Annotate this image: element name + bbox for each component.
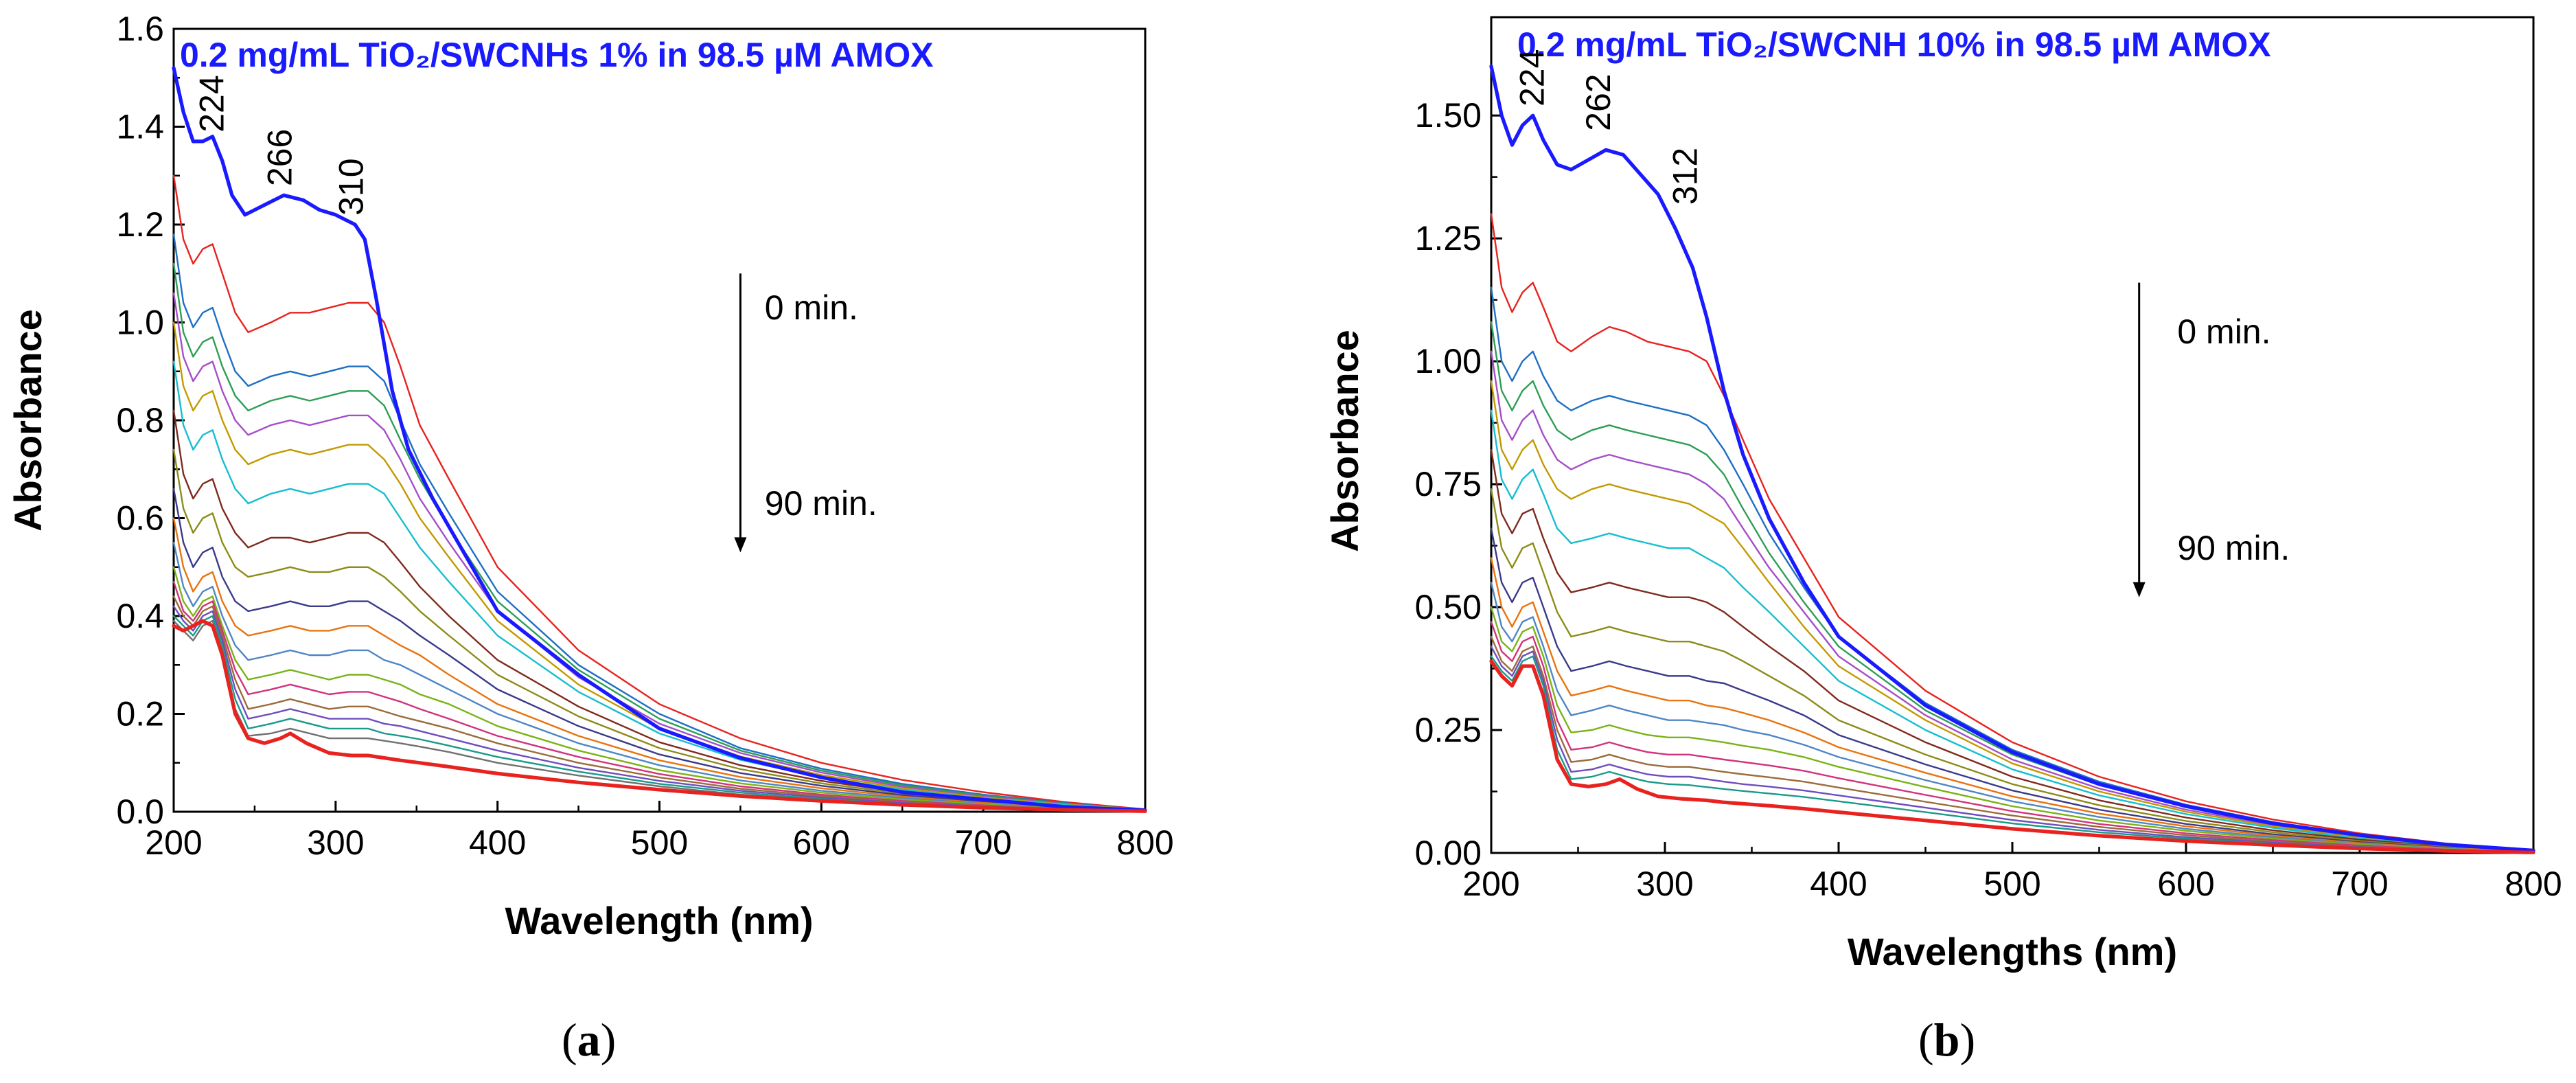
spectrum-line-t2 xyxy=(172,233,1147,811)
y-tick-label: 0.4 xyxy=(116,597,164,635)
spectrum-line-t5 xyxy=(1490,380,2535,852)
x-tick-label: 800 xyxy=(1116,823,1173,862)
spectrum-line-t7 xyxy=(172,409,1147,812)
x-tick-label: 700 xyxy=(954,823,1011,862)
time-start-label: 0 min. xyxy=(765,288,858,327)
x-tick-label: 300 xyxy=(307,823,364,862)
x-axis-label-a: Wavelength (nm) xyxy=(505,899,813,942)
x-tick-label: 300 xyxy=(1636,865,1693,903)
spectrum-line-t8 xyxy=(1490,488,2535,853)
spectrum-line-t16 xyxy=(172,615,1147,812)
spectrum-line-t12 xyxy=(1490,606,2535,853)
y-tick-label: 0.6 xyxy=(116,499,164,538)
spectrum-line-t5 xyxy=(172,321,1147,811)
x-tick-label: 400 xyxy=(469,823,526,862)
spectrum-line-t9 xyxy=(172,488,1147,812)
x-tick-label: 500 xyxy=(631,823,688,862)
y-tick-label: 1.25 xyxy=(1415,219,1482,258)
time-arrow-head xyxy=(2132,582,2146,597)
spectrum-line-t13 xyxy=(172,580,1147,812)
time-start-label: 0 min. xyxy=(2177,312,2270,351)
x-tick-label: 400 xyxy=(1810,865,1867,903)
time-indicator-b: 0 min. 90 min. xyxy=(2132,282,2290,597)
y-tick-label: 1.2 xyxy=(116,205,164,244)
y-tick-label: 0.25 xyxy=(1415,711,1482,749)
spectrum-line-0-min xyxy=(172,66,1147,812)
chart-title-a: 0.2 mg/mL TiO₂/SWCNHs 1% in 98.5 µM AMOX xyxy=(180,36,934,74)
chart-panel-a: 0.2 mg/mL TiO₂/SWCNHs 1% in 98.5 µM AMOX… xyxy=(6,10,1174,942)
peak-label: 262 xyxy=(1579,73,1618,130)
y-tick-label: 0.8 xyxy=(116,401,164,440)
axis-ticks-a: 200 300 400 500 600 700 800 0.0 0.2 0.4 0.6 0.8 1.0 1… xyxy=(116,10,1173,862)
spectrum-line-90-min xyxy=(1489,659,2535,854)
spectrum-line-t13 xyxy=(1490,621,2535,853)
peak-label: 266 xyxy=(261,129,299,186)
spectrum-line-t3 xyxy=(1490,321,2535,852)
x-tick-label: 600 xyxy=(2157,865,2214,903)
spectrum-line-t11 xyxy=(172,541,1147,812)
plot-frame-a xyxy=(172,27,1147,813)
time-end-label: 90 min. xyxy=(765,484,877,523)
y-tick-label: 0.00 xyxy=(1415,834,1482,872)
y-tick-label: 0.2 xyxy=(116,695,164,733)
chart-title-b: 0.2 mg/mL TiO₂/SWCNH 10% in 98.5 µM AMOX xyxy=(1517,25,2271,64)
y-tick-label: 0.75 xyxy=(1415,465,1482,503)
peak-annotations-a: 224 266 310 xyxy=(193,75,371,216)
spectra-curves-a xyxy=(172,66,1147,813)
y-tick-label: 0.50 xyxy=(1415,588,1482,626)
spectrum-line-t2 xyxy=(1490,286,2535,852)
spectrum-line-t4 xyxy=(172,292,1147,811)
spectrum-line-t7 xyxy=(1490,448,2535,853)
time-end-label: 90 min. xyxy=(2177,529,2290,567)
peak-annotations-b: 224 262 312 xyxy=(1513,49,1705,205)
x-tick-label: 500 xyxy=(1983,865,2040,903)
spectrum-line-t15 xyxy=(172,605,1147,812)
panel-letter-b: b xyxy=(1933,1014,1960,1066)
spectrum-line-t15 xyxy=(1490,646,2535,854)
panel-label-a: (a) xyxy=(562,1014,617,1066)
y-tick-label: 1.6 xyxy=(116,10,164,48)
x-tick-label: 600 xyxy=(793,823,850,862)
spectrum-line-t11 xyxy=(1490,582,2535,853)
spectrum-line-90-min xyxy=(172,619,1147,813)
spectrum-line-t3 xyxy=(172,262,1147,811)
peak-label: 224 xyxy=(193,75,231,132)
spectrum-line-t14 xyxy=(172,595,1147,812)
time-indicator-a: 0 min. 90 min. xyxy=(734,273,877,553)
panel-letter-a: a xyxy=(577,1014,601,1066)
spectrum-line-0-min xyxy=(1489,64,2535,853)
y-tick-label: 1.4 xyxy=(116,108,164,146)
y-axis-label-b: Absorbance xyxy=(1323,330,1366,552)
x-tick-label: 800 xyxy=(2505,865,2562,903)
y-tick-label: 1.50 xyxy=(1415,96,1482,135)
peak-label: 224 xyxy=(1513,49,1552,106)
peak-label: 310 xyxy=(332,158,370,215)
spectrum-line-t6 xyxy=(1490,409,2535,852)
chart-panel-b: 0.2 mg/mL TiO₂/SWCNH 10% in 98.5 µM AMOX… xyxy=(1323,16,2562,973)
y-tick-label: 1.00 xyxy=(1415,342,1482,380)
spectrum-line-t12 xyxy=(172,566,1147,812)
spectrum-line-t16 xyxy=(1490,655,2535,854)
time-arrow-head xyxy=(734,537,747,553)
x-tick-label: 200 xyxy=(145,823,202,862)
y-tick-label: 0.0 xyxy=(116,793,164,831)
spectrum-line-t14 xyxy=(1490,635,2535,853)
spectrum-line-t8 xyxy=(172,448,1147,812)
spectrum-line-t9 xyxy=(1490,527,2535,853)
spectrum-line-t1 xyxy=(172,174,1147,810)
axis-ticks-b: 200 300 400 500 600 700 800 0.00 0.25 0.50 0.75 1.0… xyxy=(1415,96,2562,903)
peak-label: 312 xyxy=(1666,148,1704,205)
spectrum-line-t4 xyxy=(1490,350,2535,852)
spectrum-line-t10 xyxy=(172,517,1147,812)
panel-label-b: (b) xyxy=(1918,1014,1976,1066)
x-tick-label: 700 xyxy=(2331,865,2388,903)
y-axis-label-a: Absorbance xyxy=(6,309,49,532)
spectrum-line-t1 xyxy=(1490,213,2535,852)
spectra-curves-b xyxy=(1489,64,2535,854)
y-tick-label: 1.0 xyxy=(116,304,164,342)
x-tick-label: 200 xyxy=(1462,865,1519,903)
x-axis-label-b: Wavelengths (nm) xyxy=(1848,930,2177,973)
spectrum-line-t10 xyxy=(1490,557,2535,853)
